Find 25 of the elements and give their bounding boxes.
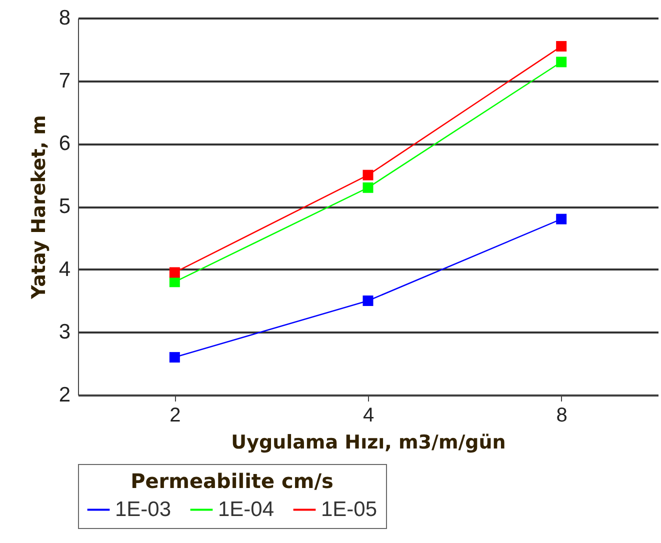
point: [362, 170, 374, 180]
point: [169, 352, 180, 363]
x-axis-title: Uygulama Hızı, m3/m/gün: [231, 432, 506, 454]
point: [556, 56, 567, 68]
legend-label: 1E-03: [115, 498, 172, 521]
y-tick-label: 4: [58, 258, 71, 281]
x-tick-label: 8: [556, 404, 568, 426]
point: [169, 267, 180, 278]
point: [362, 182, 374, 193]
y-axis-title: Yatay Hareket, m: [28, 115, 50, 300]
y-tick-label: 3: [58, 320, 70, 344]
x-tick-label: 4: [362, 404, 374, 426]
y-tick-label: 6: [58, 132, 70, 156]
x-tick-label: 2: [170, 404, 181, 426]
point: [362, 296, 374, 306]
point: [556, 41, 567, 52]
point: [169, 276, 180, 288]
y-tick-label: 8: [58, 6, 70, 30]
legend-title: Permeabilite cm/s: [130, 469, 334, 493]
legend-label: 1E-05: [321, 498, 378, 521]
point: [556, 214, 567, 224]
legend-label: 1E-04: [218, 498, 274, 521]
y-tick-label: 7: [58, 69, 70, 92]
y-tick-label: 2: [58, 384, 70, 406]
y-tick-label: 5: [58, 195, 70, 218]
